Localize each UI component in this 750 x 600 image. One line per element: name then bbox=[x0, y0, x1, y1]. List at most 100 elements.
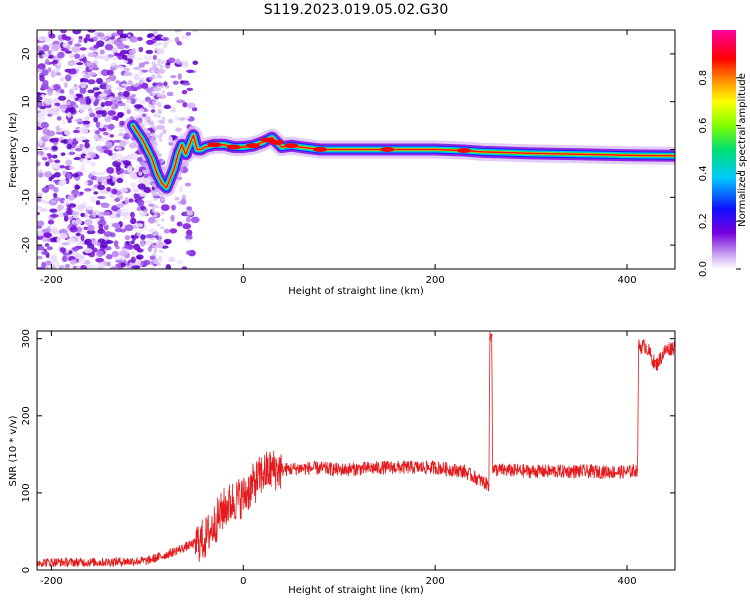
noise-speckle bbox=[86, 230, 96, 235]
noise-speckle bbox=[153, 248, 158, 252]
noise-speckle bbox=[130, 98, 136, 105]
ridge-peak bbox=[380, 147, 395, 152]
noise-speckle bbox=[60, 76, 65, 83]
noise-speckle bbox=[124, 224, 134, 232]
noise-speckle bbox=[60, 30, 67, 34]
noise-speckle bbox=[92, 247, 98, 253]
noise-speckle bbox=[123, 215, 132, 220]
noise-speckle bbox=[73, 157, 82, 161]
noise-speckle bbox=[140, 240, 145, 247]
noise-speckle bbox=[44, 161, 50, 167]
noise-speckle bbox=[181, 82, 191, 86]
noise-speckle bbox=[154, 47, 159, 51]
snr-point bbox=[98, 561, 101, 564]
noise-speckle bbox=[111, 188, 118, 195]
noise-speckle bbox=[37, 211, 41, 216]
noise-speckle bbox=[126, 109, 131, 115]
noise-speckle bbox=[79, 191, 84, 195]
noise-speckle bbox=[136, 156, 144, 162]
noise-speckle bbox=[158, 75, 163, 79]
noise-speckle bbox=[124, 235, 131, 241]
noise-speckle bbox=[51, 154, 58, 159]
noise-speckle bbox=[180, 198, 187, 205]
noise-speckle bbox=[63, 214, 69, 222]
snr-y-label: SNR (10 * v/v) bbox=[8, 415, 19, 486]
noise-speckle bbox=[136, 57, 144, 61]
noise-speckle bbox=[157, 102, 162, 106]
noise-speckle bbox=[158, 110, 163, 114]
noise-speckle bbox=[92, 264, 98, 269]
noise-speckle bbox=[51, 43, 61, 50]
colorbar-tick-label: 0.8 bbox=[698, 70, 709, 86]
noise-speckle bbox=[133, 193, 139, 200]
noise-speckle bbox=[61, 119, 66, 125]
y-tick-label: 200 bbox=[21, 406, 32, 425]
noise-speckle bbox=[105, 240, 114, 244]
noise-speckle bbox=[150, 109, 156, 113]
noise-speckle bbox=[95, 55, 104, 59]
noise-speckle bbox=[97, 127, 107, 132]
noise-speckle bbox=[159, 249, 163, 253]
noise-speckle bbox=[99, 122, 104, 129]
snr-point bbox=[252, 484, 254, 486]
noise-speckle bbox=[165, 264, 172, 269]
noise-speckle bbox=[93, 92, 99, 99]
noise-speckle bbox=[54, 102, 61, 107]
noise-speckle bbox=[138, 79, 144, 85]
noise-speckle bbox=[156, 94, 161, 98]
noise-speckle bbox=[92, 87, 100, 91]
noise-speckle bbox=[74, 43, 82, 47]
noise-speckle bbox=[117, 208, 122, 215]
noise-speckle bbox=[152, 253, 157, 257]
colorbar: 0.0 0.2 0.4 0.6 0.8 Normalized spectral ampl… bbox=[698, 30, 748, 277]
noise-speckle bbox=[192, 30, 198, 33]
noise-speckle bbox=[163, 238, 172, 244]
ridge-peak bbox=[269, 139, 284, 145]
noise-speckle bbox=[78, 39, 83, 43]
noise-speckle bbox=[161, 204, 170, 211]
noise-speckle bbox=[123, 72, 133, 77]
noise-speckle bbox=[51, 227, 58, 234]
noise-speckle bbox=[63, 82, 68, 88]
noise-speckle bbox=[163, 104, 172, 110]
noise-speckle bbox=[39, 266, 46, 269]
noise-speckle bbox=[53, 171, 61, 178]
noise-speckle bbox=[129, 211, 135, 219]
noise-speckle bbox=[152, 65, 156, 69]
noise-speckle bbox=[59, 165, 66, 169]
colorbar-label: Normalized spectral amplitude bbox=[737, 73, 748, 227]
y-tick-label: 0 bbox=[21, 146, 32, 152]
snr-frame bbox=[36, 330, 676, 571]
noise-speckle bbox=[79, 265, 88, 269]
noise-speckle bbox=[50, 70, 56, 78]
snr-point bbox=[223, 507, 225, 510]
noise-speckle bbox=[41, 199, 46, 203]
noise-speckle bbox=[170, 214, 175, 222]
noise-speckle bbox=[44, 260, 53, 266]
noise-speckle bbox=[52, 139, 59, 143]
noise-speckle bbox=[162, 41, 168, 49]
noise-speckle bbox=[97, 196, 106, 200]
y-tick-label: 20 bbox=[21, 48, 32, 61]
noise-speckle bbox=[95, 97, 100, 105]
noise-speckle bbox=[41, 156, 48, 161]
noise-speckle bbox=[151, 207, 156, 211]
noise-speckle bbox=[130, 182, 137, 189]
noise-speckle bbox=[43, 170, 53, 178]
snr-x-label: Height of straight line (km) bbox=[288, 585, 424, 596]
noise-speckle bbox=[133, 73, 140, 81]
snr-point bbox=[491, 468, 494, 471]
noise-speckle bbox=[155, 260, 159, 264]
snr-point bbox=[645, 345, 648, 348]
noise-speckle bbox=[138, 62, 146, 68]
noise-speckle bbox=[64, 74, 72, 82]
snr-point bbox=[204, 538, 206, 540]
noise-speckle bbox=[97, 211, 104, 218]
noise-speckle bbox=[37, 255, 43, 260]
noise-speckle bbox=[157, 240, 162, 244]
noise-speckle bbox=[106, 186, 111, 192]
noise-speckle bbox=[76, 239, 85, 247]
noise-speckle bbox=[47, 91, 53, 96]
noise-speckle bbox=[66, 237, 76, 244]
noise-speckle bbox=[163, 228, 170, 234]
